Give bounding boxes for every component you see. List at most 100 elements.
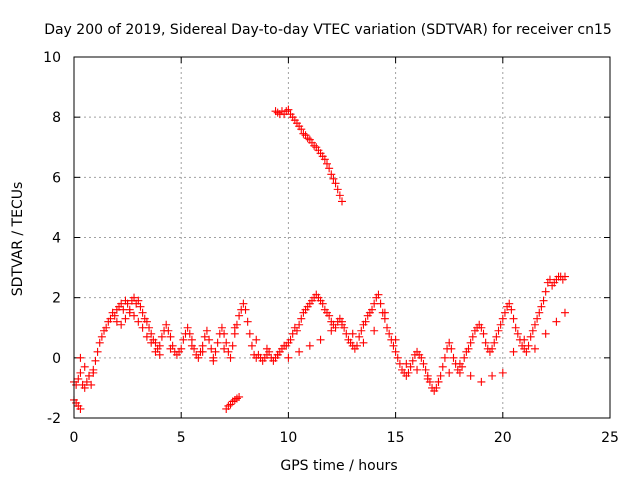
data-point (541, 329, 550, 338)
data-point (520, 335, 529, 344)
data-point (325, 311, 334, 320)
data-point (297, 314, 306, 323)
data-point (102, 323, 111, 332)
data-point (87, 380, 96, 389)
data-point (541, 287, 550, 296)
data-point (468, 332, 477, 341)
data-point (162, 320, 171, 329)
data-point (157, 332, 166, 341)
data-point (389, 341, 398, 350)
data-point (305, 341, 314, 350)
data-point (511, 323, 520, 332)
data-point (391, 347, 400, 356)
data-point (509, 347, 518, 356)
data-point (353, 341, 362, 350)
data-point (505, 299, 514, 308)
data-point (464, 344, 473, 353)
data-point (297, 125, 306, 134)
x-tick-label: 0 (70, 430, 79, 446)
data-point (299, 129, 308, 138)
series-secondary-track (76, 308, 569, 386)
data-point (179, 335, 188, 344)
data-point (318, 299, 327, 308)
data-point (151, 347, 160, 356)
data-point (402, 359, 411, 368)
data-point (247, 341, 256, 350)
y-tick-label: 2 (52, 291, 61, 307)
data-point (432, 383, 441, 392)
data-point (183, 323, 192, 332)
data-point (226, 353, 235, 362)
data-point (449, 353, 458, 362)
data-point (460, 353, 469, 362)
data-point (380, 308, 389, 317)
data-point (316, 335, 325, 344)
series-main-track (70, 272, 569, 395)
data-point (383, 323, 392, 332)
data-point (490, 338, 499, 347)
data-point (117, 320, 126, 329)
data-point (166, 332, 175, 341)
data-point (177, 344, 186, 353)
data-point (530, 320, 539, 329)
data-point (273, 108, 282, 117)
data-point (329, 174, 338, 183)
data-point (220, 344, 229, 353)
data-point (327, 326, 336, 335)
data-point (142, 317, 151, 326)
x-tick-label: 20 (494, 430, 512, 446)
data-point (295, 320, 304, 329)
data-point (97, 332, 106, 341)
data-point (125, 308, 134, 317)
data-point (434, 377, 443, 386)
y-tick-label: 10 (43, 50, 61, 66)
data-point (273, 350, 282, 359)
data-point (327, 170, 336, 179)
data-point (447, 344, 456, 353)
data-point (348, 329, 357, 338)
data-point (481, 338, 490, 347)
data-point (211, 347, 220, 356)
data-point (408, 356, 417, 365)
data-point (374, 290, 383, 299)
data-point (361, 317, 370, 326)
data-point (509, 314, 518, 323)
data-point (166, 344, 175, 353)
data-point (479, 329, 488, 338)
x-tick-label: 25 (601, 430, 619, 446)
data-point (286, 335, 295, 344)
y-tick-label: 4 (52, 231, 61, 247)
data-point (93, 347, 102, 356)
data-point (85, 371, 94, 380)
data-point (138, 323, 147, 332)
data-point (357, 326, 366, 335)
plot-frame (73, 56, 611, 419)
data-point (207, 344, 216, 353)
data-point (200, 332, 209, 341)
data-point (284, 353, 293, 362)
data-point (477, 377, 486, 386)
data-point (488, 344, 497, 353)
data-point (500, 308, 509, 317)
data-point (187, 341, 196, 350)
data-point (241, 305, 250, 314)
data-point (194, 353, 203, 362)
x-axis-label: GPS time / hours (280, 458, 397, 474)
data-point (110, 311, 119, 320)
y-tick-label: 6 (52, 170, 61, 186)
data-point (533, 314, 542, 323)
data-point (243, 317, 252, 326)
data-point (239, 299, 248, 308)
data-point (560, 308, 569, 317)
data-point (130, 293, 139, 302)
data-point (222, 338, 231, 347)
data-point (76, 353, 85, 362)
data-point (123, 299, 132, 308)
data-point (134, 317, 143, 326)
data-point (438, 362, 447, 371)
data-point (331, 179, 340, 188)
data-point (406, 362, 415, 371)
data-point (288, 329, 297, 338)
data-point (235, 392, 244, 401)
data-point (513, 329, 522, 338)
